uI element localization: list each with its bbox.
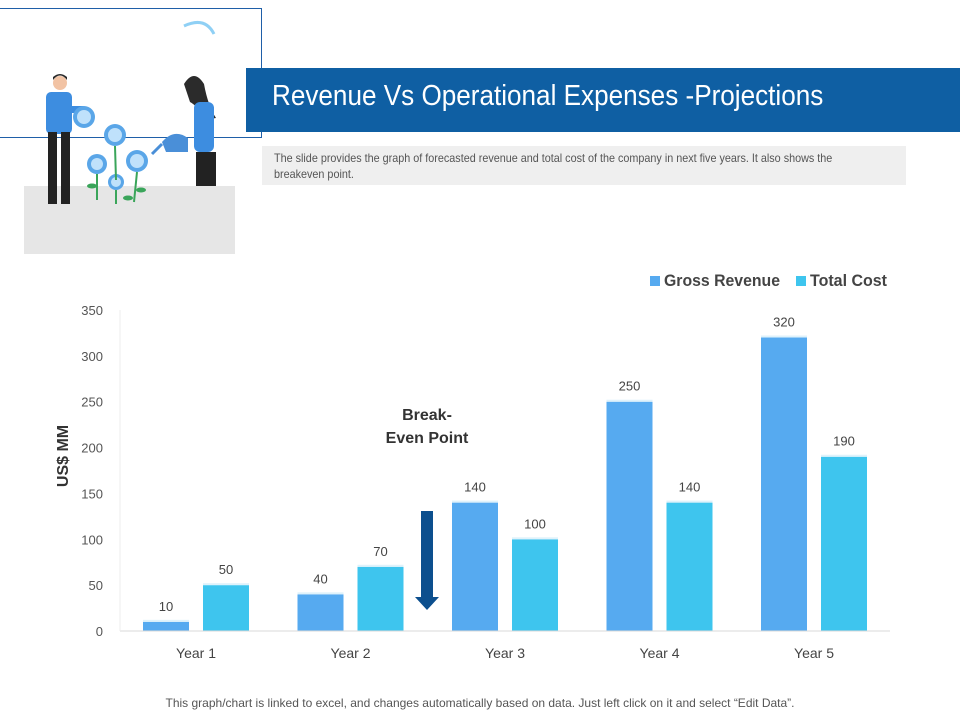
description-box bbox=[262, 146, 906, 185]
bar-top-highlight bbox=[203, 583, 249, 586]
leaf-icon bbox=[123, 195, 133, 201]
bar-top-highlight bbox=[761, 335, 807, 338]
data-label-total-cost: 190 bbox=[833, 434, 855, 449]
bar-total-cost[interactable] bbox=[666, 502, 713, 631]
data-label-total-cost: 50 bbox=[219, 562, 233, 577]
y-tick-label: 150 bbox=[81, 486, 103, 501]
x-tick-label: Year 3 bbox=[485, 645, 525, 661]
bar-top-highlight bbox=[512, 537, 558, 540]
legend-swatch-total-cost bbox=[796, 276, 806, 286]
bar-total-cost[interactable] bbox=[821, 456, 867, 631]
y-tick-label: 50 bbox=[89, 578, 103, 593]
bar-top-highlight bbox=[357, 564, 404, 567]
coin-icon-inner bbox=[77, 110, 91, 124]
man-leg-right bbox=[61, 132, 70, 204]
y-tick-label: 300 bbox=[81, 349, 103, 364]
footer-note: This graph/chart is linked to excel, and… bbox=[165, 696, 795, 710]
y-tick-label: 0 bbox=[96, 624, 103, 639]
woman-pants bbox=[196, 152, 216, 186]
annotation-line1: Break- bbox=[402, 407, 452, 424]
annotation-line2: Even Point bbox=[386, 430, 469, 447]
bar-top-highlight bbox=[821, 454, 867, 457]
bar-total-cost[interactable] bbox=[203, 585, 249, 631]
bar-top-highlight bbox=[143, 619, 189, 622]
y-tick-label: 250 bbox=[81, 395, 103, 410]
legend-label-gross-revenue[interactable]: Gross Revenue bbox=[664, 271, 780, 290]
revenue-cost-chart[interactable]: 0 50 100 150 200 250 300 350 10 50 40 70 140 100 250 1… bbox=[0, 0, 960, 690]
watering-can-spout bbox=[150, 142, 164, 156]
man-hair bbox=[53, 74, 67, 80]
description-text: The slide provides the graph of forecast… bbox=[274, 151, 833, 181]
x-tick-label: Year 2 bbox=[331, 645, 371, 661]
man-shirt bbox=[46, 92, 72, 134]
bar-top-highlight bbox=[666, 500, 713, 503]
y-tick-label: 350 bbox=[81, 303, 103, 318]
legend-swatch-gross-revenue bbox=[650, 276, 660, 286]
coin-icon-inner bbox=[111, 177, 121, 187]
y-tick-label: 100 bbox=[81, 532, 103, 547]
coin-icon-inner bbox=[91, 158, 103, 170]
data-label-total-cost: 140 bbox=[679, 480, 701, 495]
bar-top-highlight bbox=[297, 592, 344, 595]
data-label-gross-revenue: 140 bbox=[464, 480, 486, 495]
x-tick-label: Year 4 bbox=[640, 645, 680, 661]
x-tick-label: Year 1 bbox=[176, 645, 216, 661]
bar-gross-revenue[interactable] bbox=[452, 502, 498, 631]
bar-gross-revenue[interactable] bbox=[143, 621, 189, 631]
man-leg-left bbox=[48, 132, 57, 204]
data-label-total-cost: 100 bbox=[524, 516, 546, 531]
legend-label-total-cost[interactable]: Total Cost bbox=[810, 271, 887, 290]
y-axis-label: US$ MM bbox=[55, 425, 72, 487]
man-head bbox=[53, 76, 67, 90]
page-title: Revenue Vs Operational Expenses -Project… bbox=[272, 80, 824, 112]
bar-gross-revenue[interactable] bbox=[297, 594, 344, 631]
bar-top-highlight bbox=[606, 399, 653, 402]
bar-top-highlight bbox=[452, 500, 498, 503]
woman-dress bbox=[194, 102, 214, 152]
data-label-total-cost: 70 bbox=[373, 544, 387, 559]
x-tick-label: Year 5 bbox=[794, 645, 834, 661]
decor-arc bbox=[183, 20, 216, 35]
leaf-icon bbox=[136, 187, 146, 193]
y-tick-label: 200 bbox=[81, 441, 103, 456]
data-label-gross-revenue: 40 bbox=[313, 571, 327, 586]
data-label-gross-revenue: 320 bbox=[773, 315, 795, 330]
coin-icon-inner bbox=[108, 128, 122, 142]
watering-can-icon bbox=[162, 133, 188, 152]
break-even-arrow-icon bbox=[415, 511, 439, 610]
money-plant-illustration bbox=[46, 20, 216, 204]
leaf-icon bbox=[87, 183, 97, 189]
coin-icon-inner bbox=[130, 154, 144, 168]
bar-total-cost[interactable] bbox=[357, 566, 404, 631]
data-label-gross-revenue: 250 bbox=[619, 379, 641, 394]
plant-stems bbox=[96, 145, 138, 204]
title-band bbox=[246, 68, 960, 132]
bar-total-cost[interactable] bbox=[512, 539, 558, 631]
bar-gross-revenue[interactable] bbox=[761, 337, 807, 631]
data-label-gross-revenue: 10 bbox=[159, 599, 173, 614]
bar-gross-revenue[interactable] bbox=[606, 401, 653, 631]
